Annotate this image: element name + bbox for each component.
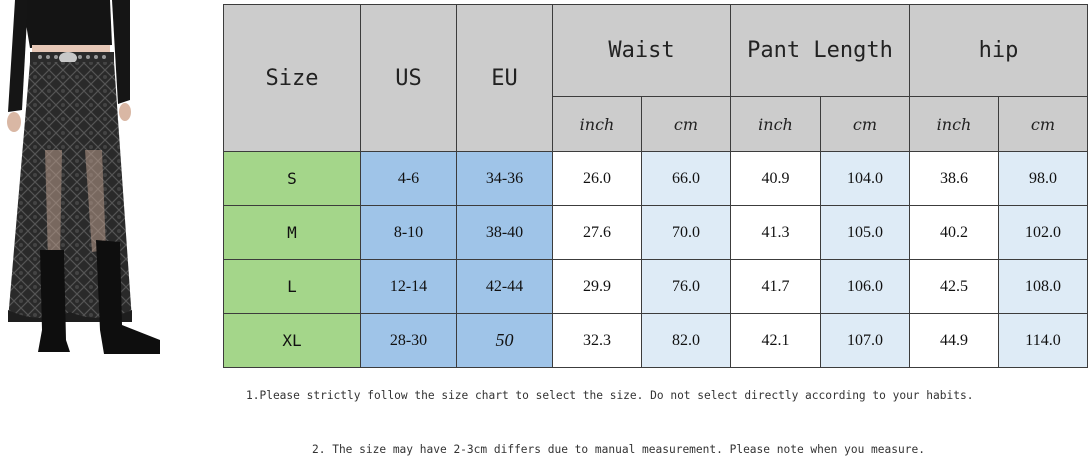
eu-cell: 38-40 (456, 205, 553, 260)
hip-cm-cell: 102.0 (998, 205, 1088, 260)
hip-inch-cell: 44.9 (909, 313, 999, 368)
waist-inch-cell: 26.0 (552, 151, 642, 206)
header-us: US (360, 4, 457, 152)
subheader-length-cm: cm (820, 96, 910, 152)
size-cell: S (223, 151, 361, 206)
table-row: L 12-14 42-44 29.9 76.0 41.7 106.0 42.5 … (223, 259, 1088, 314)
length-cm-cell: 104.0 (820, 151, 910, 206)
hip-cm-cell: 114.0 (998, 313, 1088, 368)
waist-cm-cell: 66.0 (641, 151, 731, 206)
note-2: 2. The size may have 2-3cm differs due t… (312, 443, 925, 456)
size-cell: M (223, 205, 361, 260)
size-chart-table: Size US EU Waist Pant Length hip inch cm… (223, 4, 1088, 368)
table-row: M 8-10 38-40 27.6 70.0 41.3 105.0 40.2 1… (223, 205, 1088, 260)
hip-inch-cell: 40.2 (909, 205, 999, 260)
subheader-length-inch: inch (730, 96, 821, 152)
hip-cm-cell: 108.0 (998, 259, 1088, 314)
length-inch-cell: 40.9 (730, 151, 821, 206)
us-cell: 4-6 (360, 151, 457, 206)
header-size: Size (223, 4, 361, 152)
length-inch-cell: 41.3 (730, 205, 821, 260)
waist-cm-cell: 82.0 (641, 313, 731, 368)
length-cm-cell: 107.0 (820, 313, 910, 368)
us-cell: 8-10 (360, 205, 457, 260)
waist-inch-cell: 27.6 (552, 205, 642, 260)
note-1: 1.Please strictly follow the size chart … (246, 389, 974, 402)
us-cell: 12-14 (360, 259, 457, 314)
model-photo (0, 0, 215, 370)
us-cell: 28-30 (360, 313, 457, 368)
length-inch-cell: 41.7 (730, 259, 821, 314)
size-cell: XL (223, 313, 361, 368)
subheader-hip-inch: inch (909, 96, 999, 152)
subheader-waist-inch: inch (552, 96, 642, 152)
waist-inch-cell: 29.9 (552, 259, 642, 314)
table-row: XL 28-30 50 32.3 82.0 42.1 107.0 44.9 11… (223, 313, 1088, 368)
waist-inch-cell: 32.3 (552, 313, 642, 368)
header-hip: hip (909, 4, 1088, 97)
subheader-waist-cm: cm (641, 96, 731, 152)
table-row: S 4-6 34-36 26.0 66.0 40.9 104.0 38.6 98… (223, 151, 1088, 206)
hip-inch-cell: 42.5 (909, 259, 999, 314)
waist-cm-cell: 70.0 (641, 205, 731, 260)
header-eu: EU (456, 4, 553, 152)
length-cm-cell: 106.0 (820, 259, 910, 314)
header-pant-length: Pant Length (730, 4, 910, 97)
size-cell: L (223, 259, 361, 314)
subheader-hip-cm: cm (998, 96, 1088, 152)
length-cm-cell: 105.0 (820, 205, 910, 260)
eu-cell: 50 (456, 313, 553, 368)
hip-inch-cell: 38.6 (909, 151, 999, 206)
header-waist: Waist (552, 4, 731, 97)
waist-cm-cell: 76.0 (641, 259, 731, 314)
hip-cm-cell: 98.0 (998, 151, 1088, 206)
length-inch-cell: 42.1 (730, 313, 821, 368)
eu-cell: 42-44 (456, 259, 553, 314)
eu-cell: 34-36 (456, 151, 553, 206)
